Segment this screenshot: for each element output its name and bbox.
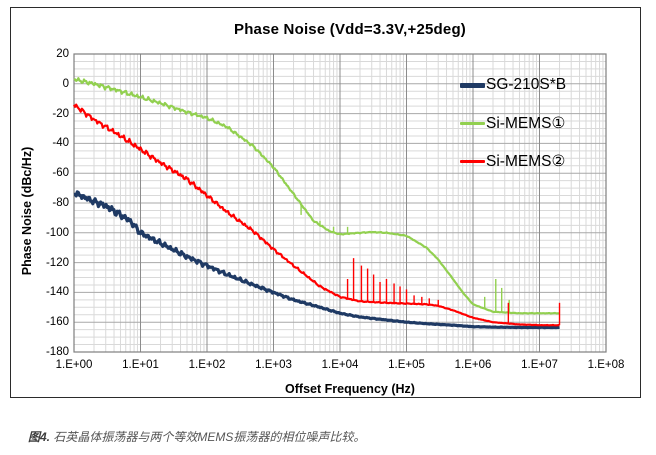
legend-label: Si-MEMS②	[486, 152, 566, 170]
legend-label: SG-210S*B	[486, 76, 567, 93]
y-tick-label: -120	[45, 256, 69, 269]
legend: SG-210S*B Si-MEMS① Si-MEMS②	[460, 66, 566, 180]
x-tick-label: 1.E+02	[188, 359, 226, 371]
y-tick-label: -20	[52, 107, 69, 120]
chart-figure: Phase Noise (Vdd=3.3V,+25deg) Phase Nois…	[10, 7, 641, 398]
x-tick-label: 1.E+06	[454, 359, 492, 371]
figure-caption-number: 图4.	[28, 430, 51, 444]
y-tick-label: -140	[45, 286, 69, 299]
y-tick-label: -80	[52, 197, 69, 209]
series-curve-si-mems-	[73, 77, 560, 315]
legend-item-2: Si-MEMS①	[460, 104, 566, 142]
y-tick-label: -180	[45, 346, 69, 358]
x-tick-label: 1.E+05	[388, 359, 425, 371]
series-curve-si-mems-	[73, 103, 560, 327]
phase-noise-plot	[73, 53, 607, 353]
figure-caption-text: 石英晶体振荡器与两个等效MEMS振荡器的相位噪声比较。	[50, 430, 366, 444]
plot-border	[73, 53, 607, 353]
x-tick-label: 1.E+04	[321, 359, 359, 371]
x-tick-label: 1.E+01	[122, 359, 159, 371]
y-tick-label: 0	[62, 77, 69, 90]
figure-caption: 图4. 石英晶体振荡器与两个等效MEMS振荡器的相位噪声比较。	[28, 428, 365, 445]
y-tick-label: -100	[45, 226, 69, 239]
x-tick-label: 1.E+08	[587, 359, 625, 371]
chart-title: Phase Noise (Vdd=3.3V,+25deg)	[233, 21, 467, 38]
x-tick-label: 1.E+07	[521, 359, 558, 371]
legend-item-3: Si-MEMS②	[460, 142, 566, 180]
x-axis-title: Offset Frequency (Hz)	[285, 382, 415, 396]
y-tick-label: -60	[52, 167, 69, 180]
legend-swatch	[460, 159, 485, 163]
legend-label: Si-MEMS①	[486, 114, 566, 132]
y-tick-label: -160	[45, 316, 69, 329]
y-tick-label: 20	[56, 48, 69, 60]
legend-swatch	[460, 82, 485, 88]
x-tick-label: 1.E+03	[255, 359, 292, 371]
x-tick-label: 1.E+00	[55, 359, 93, 371]
series-curve-sg-210s-b	[73, 190, 560, 330]
y-tick-label: -40	[52, 137, 69, 150]
legend-item-1: SG-210S*B	[460, 66, 566, 104]
legend-swatch	[460, 121, 485, 125]
